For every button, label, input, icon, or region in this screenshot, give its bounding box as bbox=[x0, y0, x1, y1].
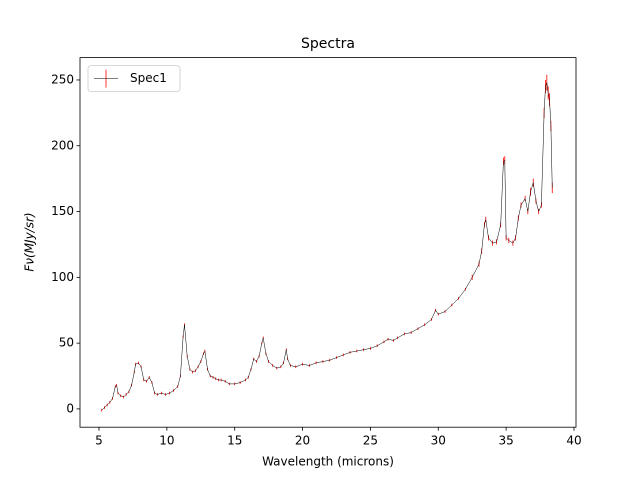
y-tick-label: 200 bbox=[51, 138, 74, 152]
x-axis-label: Wavelength (microns) bbox=[262, 455, 394, 469]
x-tick-label: 25 bbox=[363, 434, 378, 448]
y-tick-label: 100 bbox=[51, 270, 74, 284]
x-tick-label: 30 bbox=[431, 434, 446, 448]
x-tick-label: 40 bbox=[566, 434, 581, 448]
chart-title: Spectra bbox=[301, 36, 355, 52]
spectrum-line bbox=[101, 82, 553, 411]
x-tick-label: 5 bbox=[95, 434, 103, 448]
x-tick-label: 20 bbox=[295, 434, 310, 448]
y-tick-label: 150 bbox=[51, 204, 74, 218]
y-tick-label: 0 bbox=[66, 401, 74, 415]
y-tick-label: 50 bbox=[59, 336, 74, 350]
legend-label: Spec1 bbox=[130, 71, 167, 85]
x-tick-label: 35 bbox=[498, 434, 513, 448]
legend-box bbox=[87, 65, 181, 92]
axes-frame bbox=[79, 57, 577, 428]
x-tick-label: 10 bbox=[159, 434, 174, 448]
y-tick-label: 250 bbox=[51, 72, 74, 86]
y-axis-label: Fν(MJy/sr) bbox=[23, 212, 37, 271]
x-tick-label: 15 bbox=[227, 434, 242, 448]
